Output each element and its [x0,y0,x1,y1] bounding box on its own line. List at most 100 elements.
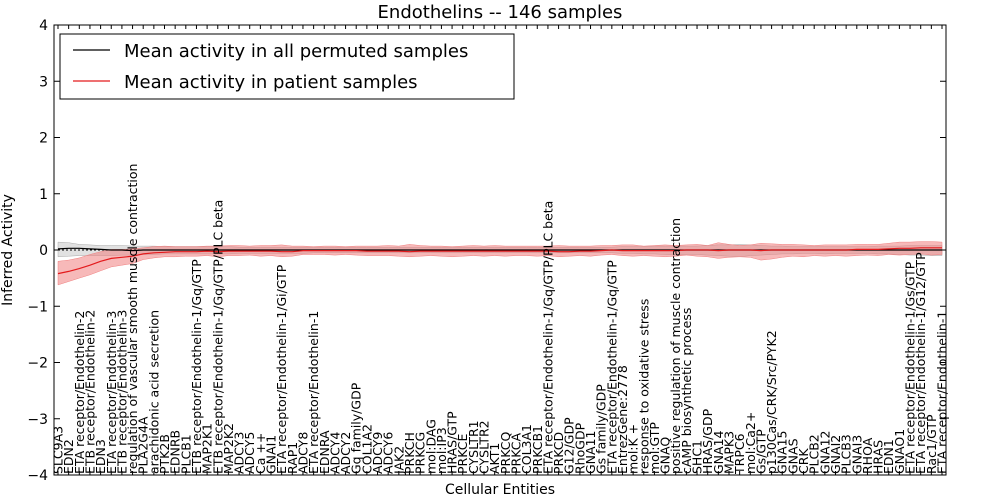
x-tick-label: RhoGDP [572,422,587,474]
y-tick-label: −1 [27,299,48,315]
x-tick-label: TRPC6 [732,433,747,475]
legend-label-permuted: Mean activity in all permuted samples [124,41,468,62]
legend-label-patient: Mean activity in patient samples [124,72,418,93]
x-tick-label: GNAI3 [849,435,864,474]
x-tick-label: PLA2G4A [136,416,151,474]
x-tick-label: GNA11 [583,431,598,475]
x-tick-label: GNA14 [711,430,726,474]
x-tick-label: regulation of vascular smooth muscle con… [125,164,140,474]
x-tick-label: ETA receptor/Endothelin-1 [935,311,950,474]
x-tick-label: mol:Ca2+ [743,412,758,474]
x-tick-label: MAPK3 [722,431,737,474]
x-tick-label: EDNRA [317,430,332,474]
x-tick-label: ETB receptor/Endothelin-1/Gq/GTP/PLC bet… [210,200,225,474]
x-tick-label: ADCY5 [242,432,257,474]
x-tick-label: CYSLTR1 [466,420,481,474]
x-tick-label: PRKCE [455,434,470,474]
x-tick-label: ADCY3 [232,432,247,474]
x-tick-label: arachidonic acid secretion [146,310,161,474]
x-tick-label: EDN3 [93,439,108,474]
x-tick-label: cAMP biosynthetic process [679,308,694,474]
x-tick-label: PLCB2 [807,434,822,474]
y-tick-label: −4 [27,468,48,484]
x-axis-label: Cellular Entities [445,482,555,498]
x-tick-label: PRKCA [509,433,524,474]
x-tick-label: response to oxidative stress [636,299,651,474]
x-tick-label: RAP1 [285,442,300,474]
x-tick-label: Rac1/GTP [924,414,939,474]
x-tick-label: Gs/GTP [753,429,768,474]
x-tick-label: ETB receptor/Endothelin-2 [83,310,98,474]
x-tick-label: ADCY4 [327,432,342,474]
x-tick-label: COL3A1 [519,424,534,474]
x-tick-label: ETA receptor/Endothelin-1/Gs/GTP [903,261,918,474]
x-tick-label: HRAS/GDP [700,408,715,474]
x-tick-label: Gq family/GDP [349,382,364,474]
y-tick-label: 2 [39,131,48,147]
x-tick-label: HRAS/GTP [445,411,460,474]
y-axis-label: Inferred Activity [0,194,16,306]
x-tick-label: ETA receptor/Endothelin-1 [306,311,321,474]
x-tick-label: ETA receptor/Endothelin-3 [104,311,119,474]
x-tick-label: COL1A2 [359,424,374,474]
x-tick-label: MAP2K1 [200,423,215,474]
x-tick-label: EntrezGene:2778 [615,365,630,474]
x-tick-label: mol:GTP [647,422,662,474]
x-tick-label: mol:IP3 [434,427,449,474]
x-tick-label: ETA receptor/Endothelin-1/Gi/GTP [274,264,289,474]
x-tick-label: EDN1 [881,439,896,474]
x-tick-label: PTK2B [157,434,172,474]
x-tick-label: SLC9A3 [51,426,66,474]
legend: Mean activity in all permuted samples Me… [59,33,515,100]
x-tick-label: ETA receptor/Endothelin-1/Gq/GTP/PLC bet… [540,201,555,474]
x-tick-label: GNA12 [817,431,832,475]
x-tick-label: GNAI2 [828,435,843,474]
x-tick-label: ADCY8 [296,432,311,474]
x-tick-label: PRKCG [413,432,428,474]
x-tick-label: PRKCQ [498,432,513,474]
legend-box [59,33,515,100]
x-tick-label: ETB receptor/Endothelin-1/Gq/GTP [189,259,204,474]
x-tick-label: ETA receptor/Endothelin-1/Gq/GTP [604,260,619,474]
x-tick-label: PRKCH [402,432,417,474]
x-tick-label: CRK [796,448,811,474]
x-tick-label: PRKCD [551,432,566,474]
x-tick-label: CYSLTR2 [477,420,492,474]
x-tick-label: ETA receptor/Endothelin-2 [72,311,87,474]
x-tick-label: Gs family/GDP [594,384,609,474]
x-tick-label: G12/GDP [562,417,577,474]
y-tick-label: 3 [39,74,48,90]
x-tick-label: SHC1 [690,440,705,474]
x-tick-label: EDNRB [168,430,183,474]
line-patient [57,247,942,275]
y-tick-label: 1 [39,187,48,203]
x-tick-label: GNAI1 [264,435,279,474]
x-tick-label: ETB receptor/Endothelin-3 [114,310,129,474]
x-tick-label: GNA15 [775,431,790,475]
band-patient [57,241,943,286]
x-tick-label: JAK2 [391,446,406,475]
x-tick-label: EDN2 [61,439,76,474]
x-tick-label: PLCB1 [178,434,193,474]
x-tick-label: PLCB3 [839,434,854,474]
x-tick-label: PRKCB1 [530,425,545,474]
chart-title: Endothelins -- 146 samples [378,2,623,23]
x-tick-label: positive regulation of muscle contractio… [668,218,683,474]
x-tick-label: HRAS [871,440,886,474]
x-tick-label: GNAS [785,438,800,474]
y-tick-label: −3 [27,412,48,428]
x-tick-label: AKT1 [487,443,502,474]
x-tick-label: GNAO1 [892,429,907,474]
x-tick-label: ADCY9 [370,432,385,474]
x-tick-label: Ca ++ [253,433,268,474]
x-tick-label: mol:DAG [423,419,438,474]
x-tick-label: ADCY2 [338,432,353,474]
x-tick-label: p130Cas/CRK/Src/PYK2 [764,330,779,474]
x-tick-label: ADCY6 [381,432,396,474]
x-tick-label: ETA receptor/Endothelin-1/G12/GTP [913,252,928,474]
x-tick-label: RHOA [860,437,875,474]
y-tick-label: 4 [39,18,48,34]
x-tick-label: mol:K + [626,424,641,474]
